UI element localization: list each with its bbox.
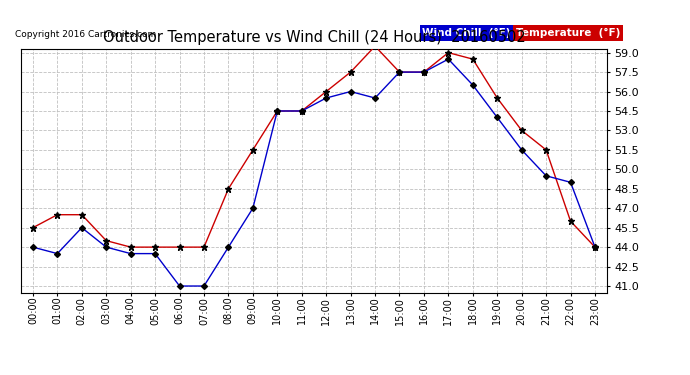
Text: Wind Chill  (°F): Wind Chill (°F) [422,28,511,38]
Title: Outdoor Temperature vs Wind Chill (24 Hours)  20160502: Outdoor Temperature vs Wind Chill (24 Ho… [103,30,525,45]
Text: Temperature  (°F): Temperature (°F) [516,28,621,38]
Text: Copyright 2016 Cartronics.com: Copyright 2016 Cartronics.com [15,30,156,39]
